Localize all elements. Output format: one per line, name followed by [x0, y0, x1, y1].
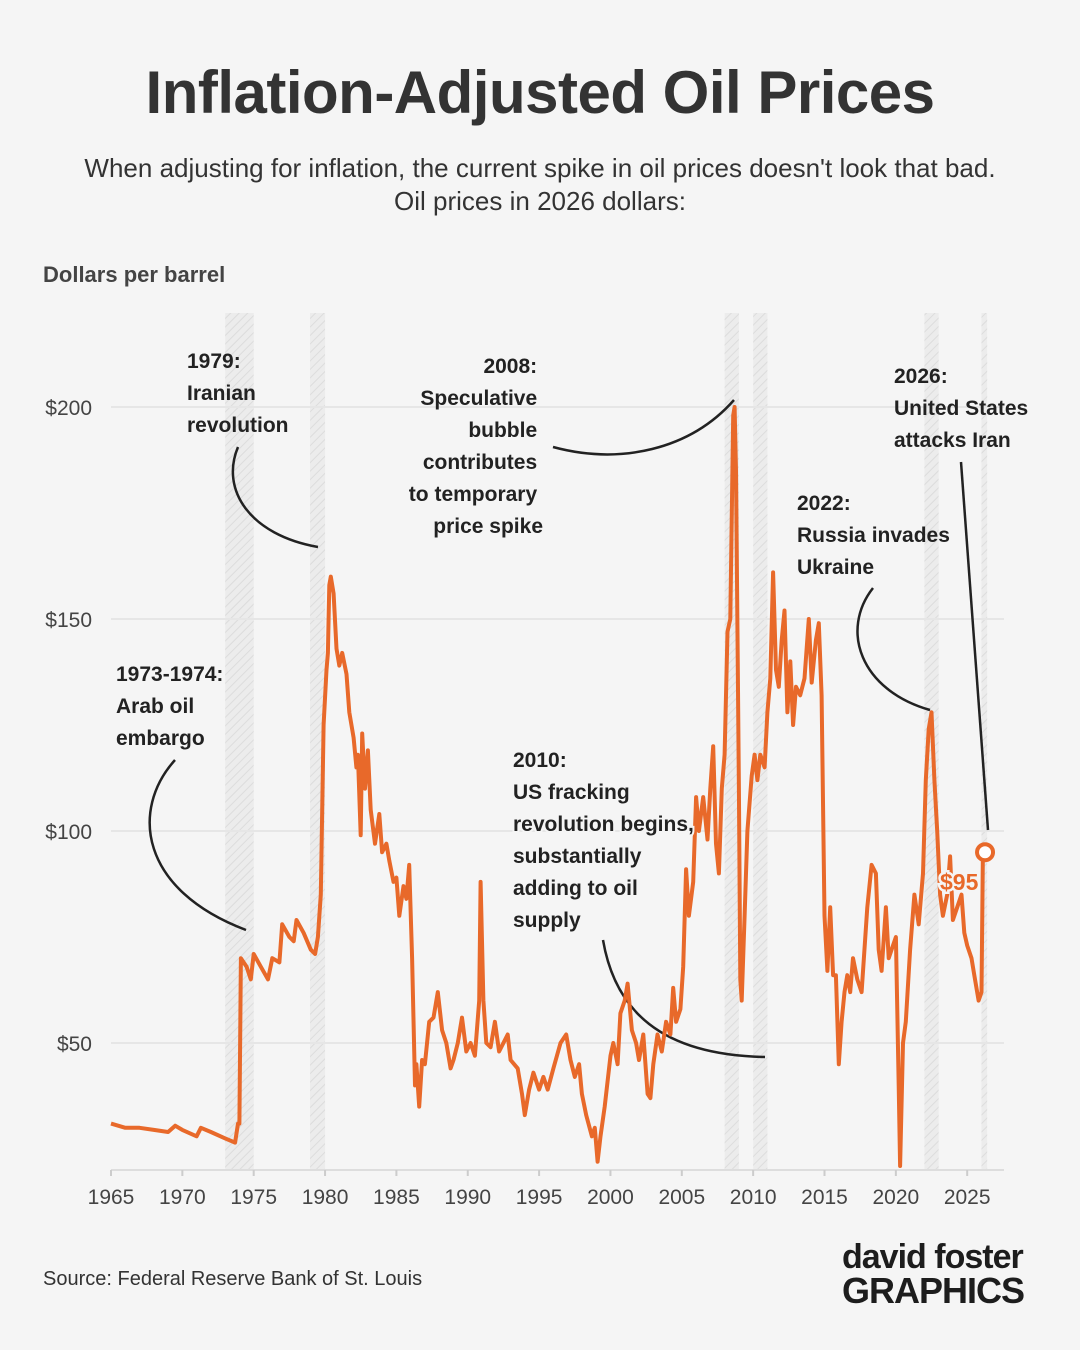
y-tick-label: $100 — [45, 821, 92, 844]
annotation-1973: 1973-1974: Arab oil embargo — [116, 663, 229, 750]
x-tick-label: 1995 — [516, 1186, 563, 1209]
source-note: Source: Federal Reserve Bank of St. Loui… — [43, 1268, 423, 1290]
annotation-2010: 2010: US fracking revolution begins, sub… — [513, 749, 700, 932]
x-tick-label: 1985 — [373, 1186, 420, 1209]
y-axis-label: Dollars per barrel — [43, 262, 226, 287]
shaded-period — [753, 313, 768, 1170]
logo-line-1: david foster — [842, 1238, 1024, 1276]
shaded-periods — [225, 313, 988, 1170]
current-price-marker — [975, 842, 996, 863]
gridlines — [111, 406, 1004, 1044]
x-tick-label: 1990 — [444, 1186, 491, 1209]
x-tick-label: 2010 — [730, 1186, 777, 1209]
x-tick-label: 2005 — [658, 1186, 705, 1209]
x-tick-label: 2020 — [872, 1186, 919, 1209]
leader-1973 — [148, 759, 247, 932]
subtitle-line: When adjusting for inflation, the curren… — [84, 153, 996, 183]
annotation-2026: 2026: United States attacks Iran — [894, 365, 1034, 452]
shaded-period — [310, 313, 326, 1170]
brand-logo: david foster GRAPHICS — [842, 1238, 1037, 1311]
x-tick-label: 1970 — [159, 1186, 206, 1209]
annotation-1979: 1979: Iranian revolution — [187, 350, 289, 437]
subtitle-line: Oil prices in 2026 dollars: — [394, 186, 686, 216]
x-tick-label: 2025 — [944, 1186, 991, 1209]
annotations: 1979: Iranian revolution 1973-1974: Arab… — [116, 350, 1034, 934]
y-tick-label: $150 — [45, 609, 92, 632]
annotation-2008: 2008: Speculative bubble contributes to … — [409, 355, 543, 538]
x-tick-label: 1975 — [230, 1186, 277, 1209]
subtitle: When adjusting for inflation, the curren… — [0, 152, 1080, 218]
leader-2022 — [856, 587, 931, 712]
current-price-label: $95 — [940, 869, 979, 895]
x-axis: 1965 1970 1975 1980 1985 1990 1995 2000 2005 2010… — [88, 1169, 1004, 1209]
page-title: Inflation-Adjusted Oil Prices — [145, 59, 935, 126]
x-tick-label: 2015 — [801, 1186, 848, 1209]
y-axis: $50 $100 $150 $200 — [45, 397, 92, 1056]
leader-1979 — [231, 446, 319, 549]
leader-2010 — [601, 939, 766, 1059]
leader-2008 — [552, 399, 735, 456]
y-tick-label: $200 — [45, 397, 92, 420]
annotation-leaders — [148, 399, 990, 1059]
x-tick-label: 1965 — [88, 1186, 135, 1209]
leader-2026 — [959, 461, 990, 831]
logo-line-2: GRAPHICS — [842, 1270, 1025, 1311]
x-tick-label: 2000 — [587, 1186, 634, 1209]
shaded-period — [981, 313, 988, 1170]
oil-price-line — [110, 405, 985, 1168]
y-tick-label: $50 — [57, 1033, 92, 1056]
x-tick-label: 1980 — [302, 1186, 349, 1209]
annotation-2022: 2022: Russia invades Ukraine — [797, 492, 956, 579]
